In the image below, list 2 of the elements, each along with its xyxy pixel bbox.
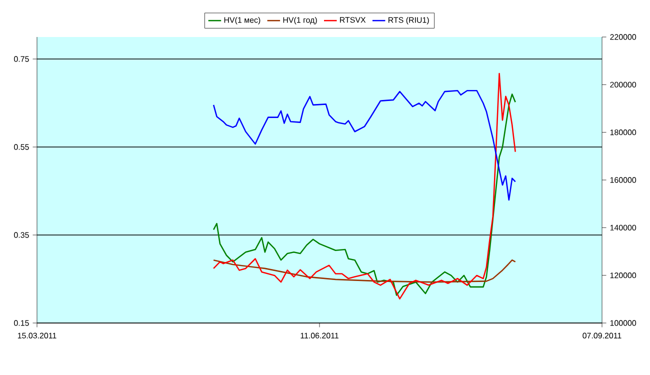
line-series xyxy=(212,90,516,201)
line-series xyxy=(212,259,516,283)
